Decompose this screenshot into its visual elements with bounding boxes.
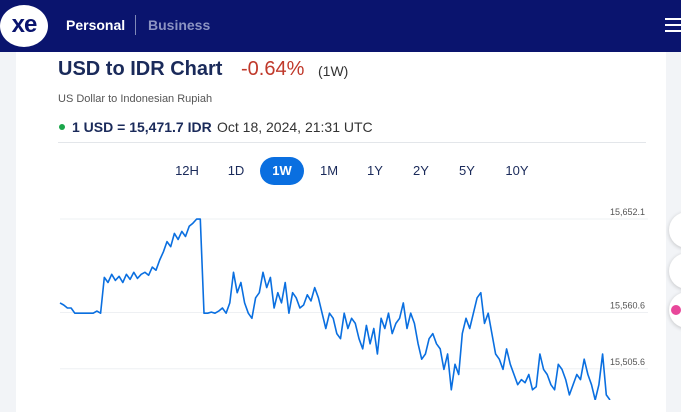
change-period: (1W) [318,63,349,79]
menu-icon[interactable] [665,18,681,32]
current-rate: 1 USD = 15,471.7 IDR [72,119,212,135]
tab-1w[interactable]: 1W [260,157,304,185]
tab-1d[interactable]: 1D [227,163,245,178]
nav-personal[interactable]: Personal [66,17,126,33]
xe-logo[interactable]: xe [0,5,48,47]
divider [58,142,646,143]
nav-divider [135,15,136,35]
side-action-button[interactable] [669,253,681,289]
top-navigation-bar: xe Personal Business [0,0,681,52]
page-title: USD to IDR Chart [58,58,223,80]
side-action-button[interactable] [669,292,681,328]
tab-5y[interactable]: 5Y [459,163,475,178]
notification-dot-icon [671,305,681,315]
tab-12h[interactable]: 12H [175,163,199,178]
rate-timestamp: Oct 18, 2024, 21:31 UTC [217,119,373,135]
tab-10y[interactable]: 10Y [505,163,529,178]
side-action-button[interactable] [669,212,681,248]
tab-1y[interactable]: 1Y [367,163,383,178]
tab-2y[interactable]: 2Y [413,163,429,178]
tab-1m[interactable]: 1M [319,163,339,178]
nav-business[interactable]: Business [148,17,211,33]
chart-card [16,52,666,412]
change-percent: -0.64% [241,58,305,80]
live-dot-icon [59,124,65,130]
pair-subtitle: US Dollar to Indonesian Rupiah [58,93,213,105]
logo-text: xe [11,11,38,38]
